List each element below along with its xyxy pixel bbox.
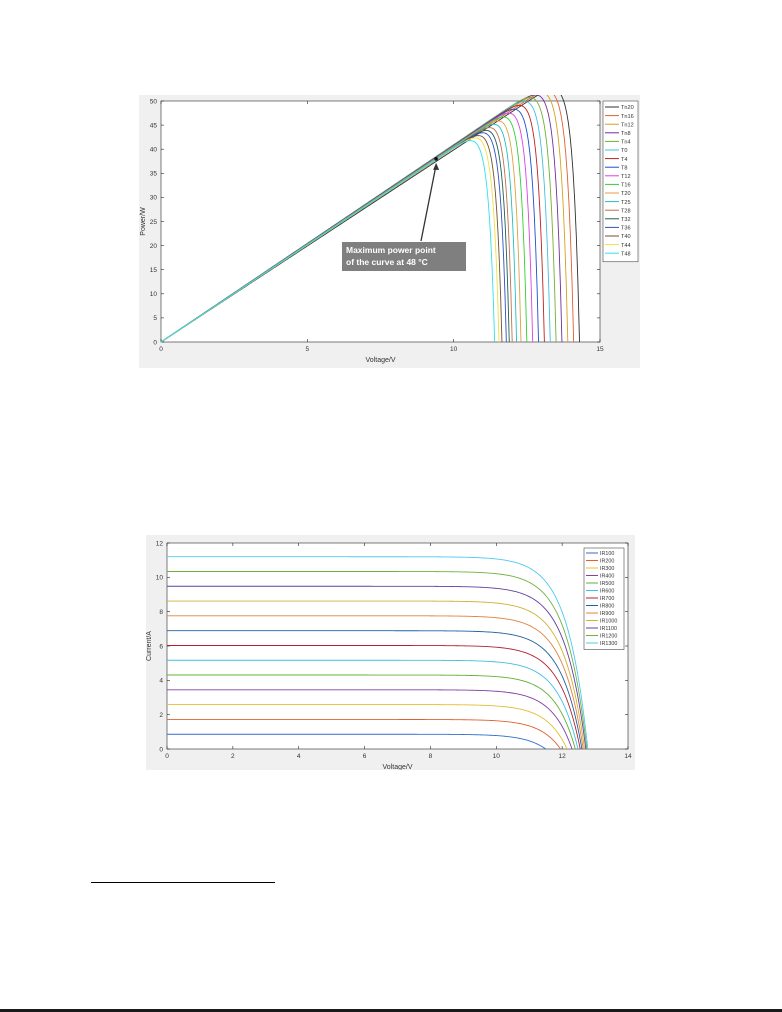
- legend-label-T12: T12: [621, 174, 631, 180]
- y-tick-label: 0: [153, 339, 157, 346]
- legend-box: [583, 547, 625, 650]
- series-line-IR500: [167, 674, 576, 750]
- legend-label-T16: T16: [621, 183, 631, 189]
- legend-label-T4: T4: [621, 157, 628, 163]
- legend-label-IR200: IR200: [600, 559, 614, 565]
- legend-label-Tn12: Tn12: [621, 122, 634, 128]
- legend-label-IR100: IR100: [600, 551, 614, 557]
- x-tick-label: 10: [450, 346, 458, 353]
- legend-label-IR300: IR300: [600, 566, 614, 572]
- legend-label-T48: T48: [621, 251, 631, 257]
- y-tick-label: 2: [159, 712, 163, 719]
- x-tick-label: 6: [363, 753, 367, 760]
- legend-label-T44: T44: [621, 243, 631, 249]
- plot-area: [166, 542, 629, 750]
- power-voltage-chart-svg: 0 5 10 15 0 5 10 15 20 25 30 35 40 45 50 Voltage/V Power…: [140, 95, 639, 364]
- legend-label-T0: T0: [621, 148, 628, 154]
- series-line-IR400: [166, 689, 573, 750]
- y-tick-label: 4: [159, 678, 163, 685]
- legend-label-Tn8: Tn8: [621, 131, 631, 137]
- y-tick-label: 25: [150, 219, 158, 226]
- x-axis-label: Voltage/V: [383, 764, 413, 770]
- series-line-IR900: [167, 615, 584, 750]
- series-line-IR200: [167, 719, 561, 750]
- series-line-IR300: [167, 704, 568, 750]
- legend-label-IR1000: IR1000: [600, 619, 617, 625]
- plot-area: [160, 100, 601, 343]
- series-line-IR1200: [167, 571, 588, 750]
- x-tick-label: 12: [559, 753, 567, 760]
- series-line-T48: [160, 140, 496, 343]
- legend-label-T32: T32: [621, 217, 631, 223]
- legend-label-Tn16: Tn16: [621, 114, 634, 120]
- series-line-IR1000: [167, 600, 585, 750]
- legend-label-T40: T40: [621, 234, 631, 240]
- legend-box: [602, 100, 639, 263]
- legend-label-IR1300: IR1300: [600, 641, 617, 647]
- x-tick-label: 0: [159, 346, 163, 353]
- x-tick-label: 0: [165, 753, 169, 760]
- x-tick-label: 15: [596, 346, 604, 353]
- series-line-IR1300: [167, 556, 589, 750]
- series-line-IR700: [166, 645, 581, 750]
- y-tick-label: 6: [159, 643, 163, 650]
- page-bottom-border: [0, 1009, 782, 1012]
- y-tick-label: 35: [150, 171, 158, 178]
- x-tick-label: 4: [297, 753, 301, 760]
- y-tick-label: 45: [150, 122, 158, 129]
- legend-label-T25: T25: [621, 200, 631, 206]
- annotation-box: [342, 242, 466, 271]
- legend-label-IR900: IR900: [600, 611, 614, 617]
- series-line-IR100: [167, 733, 546, 750]
- y-tick-label: 50: [150, 98, 158, 105]
- y-tick-label: 40: [150, 147, 158, 154]
- annotation-line2: of the curve at 48 °C: [346, 257, 428, 267]
- series-line-IR1100: [167, 585, 587, 750]
- series-line-IR600: [167, 659, 579, 750]
- legend-label-IR500: IR500: [600, 581, 614, 587]
- x-tick-label: 10: [493, 753, 501, 760]
- current-voltage-chart: 0 2 4 6 8 10 12 14 0 2 4 6 8 10 12 Voltage/V Current/A IR…: [146, 535, 635, 770]
- legend-label-IR1200: IR1200: [600, 634, 617, 640]
- legend-label-IR700: IR700: [600, 596, 614, 602]
- legend-label-IR800: IR800: [600, 604, 614, 610]
- y-tick-label: 10: [156, 575, 164, 582]
- y-axis-label: Current/A: [146, 631, 153, 661]
- annotation-arrow-head: [433, 162, 440, 170]
- legend-label-Tn4: Tn4: [621, 140, 631, 146]
- current-voltage-chart-svg: 0 2 4 6 8 10 12 14 0 2 4 6 8 10 12 Voltage/V Current/A IR…: [146, 540, 632, 770]
- legend-label-T28: T28: [621, 208, 631, 214]
- y-tick-label: 20: [150, 243, 158, 250]
- y-tick-label: 10: [150, 291, 158, 298]
- legend-label-T36: T36: [621, 226, 631, 232]
- power-voltage-chart: 0 5 10 15 0 5 10 15 20 25 30 35 40 45 50 Voltage/V Power…: [139, 95, 640, 368]
- y-tick-label: 30: [150, 195, 158, 202]
- series-line-IR800: [167, 630, 583, 750]
- legend-label-T20: T20: [621, 191, 631, 197]
- x-axis-label: Voltage/V: [366, 357, 396, 364]
- legend-label-IR1100: IR1100: [600, 626, 617, 632]
- legend-label-T8: T8: [621, 165, 628, 171]
- y-tick-label: 12: [156, 540, 164, 547]
- annotation-arrow-line: [420, 165, 437, 242]
- legend-label-IR400: IR400: [600, 574, 614, 580]
- y-tick-label: 15: [150, 267, 158, 274]
- legend-label-Tn20: Tn20: [621, 105, 634, 111]
- x-tick-label: 14: [624, 753, 632, 760]
- y-tick-label: 8: [159, 609, 163, 616]
- footnote-separator: [91, 882, 275, 883]
- x-tick-label: 5: [306, 346, 310, 353]
- annotation-line1: Maximum power point: [346, 245, 436, 255]
- max-power-point-marker: [434, 157, 438, 161]
- y-axis-label: Power/W: [140, 207, 147, 236]
- x-tick-label: 2: [231, 753, 235, 760]
- legend-label-IR600: IR600: [600, 589, 614, 595]
- x-tick-label: 8: [429, 753, 433, 760]
- y-tick-label: 0: [159, 746, 163, 753]
- y-tick-label: 5: [153, 315, 157, 322]
